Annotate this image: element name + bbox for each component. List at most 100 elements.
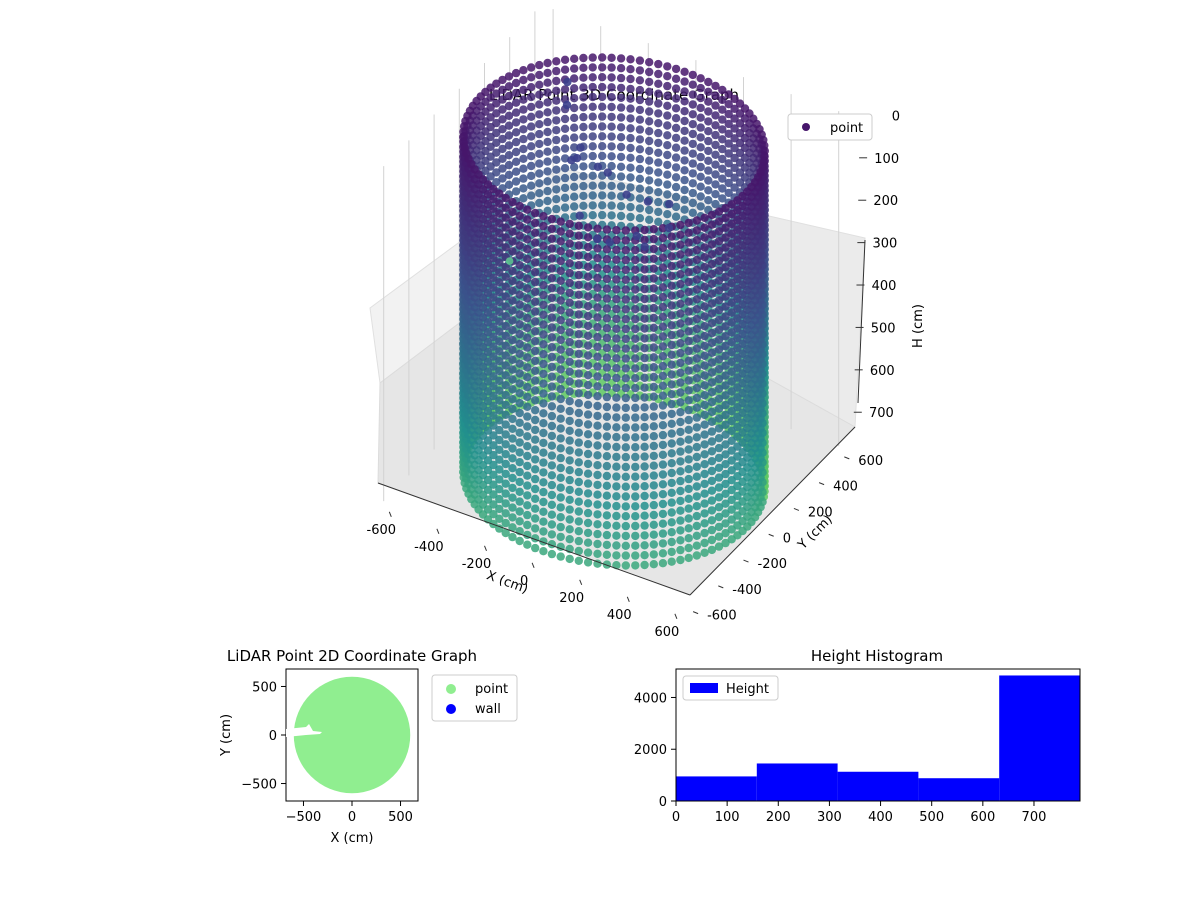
legend-hist-marker [690,683,718,693]
lidar-point [684,307,693,316]
lidar-point [676,220,685,230]
lidar-point [560,173,570,183]
lidar-point [602,353,612,362]
lidar-point [727,387,736,396]
lidar-point [667,528,676,537]
lidar-point [721,282,730,292]
lidar-point [658,499,668,509]
lidar-point [535,169,544,178]
lidar-point [519,174,528,183]
lidar-point [527,181,536,190]
lidar-point [489,283,498,292]
lidar-point [676,358,685,368]
lidar-point [696,113,705,122]
lidar-point [508,375,517,384]
lidar-point [556,503,565,512]
lidar-point [523,481,532,490]
lidar-point [602,274,612,284]
lidar-point [658,342,668,351]
lidar-point [574,300,583,309]
lidar-point [692,265,701,274]
lidar-point [552,155,561,164]
x-tick-label-3d: -400 [414,540,444,555]
lidar-point [508,473,517,483]
lidar-point [724,100,733,109]
lidar-point [688,208,697,217]
lidar-point [489,450,498,460]
lidar-point [556,316,565,325]
lidar-point [658,519,668,528]
x-tick-label-hist: 200 [766,810,791,825]
lidar-point [707,338,717,348]
lidar-point [602,324,612,333]
lidar-point [684,228,693,237]
lidar-point [602,560,612,569]
lidar-point [547,411,557,421]
lidar-point [515,339,524,349]
lidar-point [574,517,583,526]
lidar-point [583,538,593,547]
lidar-point [714,424,724,433]
lidar-point [539,221,548,231]
lidar-point [671,192,681,202]
lidar-point [483,505,493,514]
lidar-point [714,207,724,216]
lidar-point [649,402,658,411]
lidar-point [547,392,557,401]
lidar-point [649,422,658,431]
lidar-point [667,537,676,547]
lidar-point [598,191,607,200]
lidar-point [696,172,705,181]
scatter-3d-chart: LiDAR Point 3D Coordinate Graph -600-400… [367,9,926,640]
x-tick-label-hist: 700 [1022,810,1047,825]
lidar-point [543,186,552,196]
lidar-point [501,292,510,301]
lidar-point [640,491,649,501]
lidar-point [508,365,517,374]
lidar-point [714,473,724,482]
lidar-point [635,56,645,65]
lidar-point [489,342,498,351]
lidar-point [676,279,685,289]
lidar-point [489,500,498,509]
lidar-point [645,77,654,87]
histogram-bar [756,763,838,801]
lidar-point [663,190,672,199]
lidar-point [700,361,709,370]
lidar-point [489,510,498,519]
lidar-point [621,285,630,294]
lidar-point [727,239,736,248]
lidar-point [714,532,724,541]
lidar-point [688,139,697,149]
x-tick-mark [674,613,678,620]
lidar-point [700,469,709,479]
lidar-point [501,430,510,439]
lidar-point [616,83,626,93]
lidar-point [501,233,510,242]
lidar-point [515,379,524,388]
lidar-point [727,278,736,288]
lidar-point [649,363,658,372]
lidar-point [631,452,640,462]
lidar-point [579,122,588,132]
lidar-point [640,560,649,570]
lidar-point [692,226,701,235]
lidar-point [621,255,630,265]
lidar-point [531,346,540,356]
lidar-point [583,371,593,380]
lidar-point [612,245,621,255]
lidar-point [714,542,724,551]
lidar-point [583,558,593,567]
lidar-point [552,126,561,135]
lidar-point [621,383,630,393]
lidar-point [658,381,668,390]
lidar-point [607,161,616,171]
lidar-point [489,391,498,401]
lidar-point [721,440,730,449]
lidar-point [649,491,658,500]
lidar-point [640,413,649,422]
lidar-point [671,133,681,143]
lidar-point [511,118,521,127]
lidar-point [718,144,727,154]
lidar-point [724,178,733,188]
